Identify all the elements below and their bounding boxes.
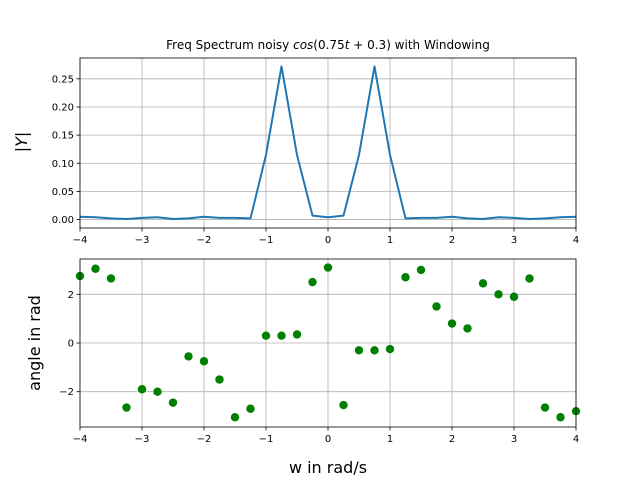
phase-y-axis-label: angle in rad	[25, 295, 44, 391]
magnitude-line	[79, 65, 577, 220]
phase-point	[308, 277, 317, 287]
phase-point	[385, 344, 395, 354]
phase-point	[230, 413, 240, 422]
phase-series	[75, 263, 581, 422]
phase-point	[478, 279, 488, 288]
magnitude-y-axis-label: |Y|	[12, 132, 31, 153]
phase-point	[184, 352, 193, 361]
phase-point	[432, 302, 441, 311]
phase-point	[246, 404, 255, 413]
phase-point	[199, 357, 209, 366]
x-tick-label: −3	[135, 434, 150, 445]
phase-y-axis: −2 0 2	[59, 290, 80, 398]
chart-title: Freq Spectrum noisy cos(0.75t + 0.3) wit…	[166, 38, 490, 52]
y-tick-label: 0.00	[52, 215, 74, 226]
phase-point	[168, 398, 178, 407]
phase-point	[540, 403, 550, 412]
phase-point	[323, 263, 333, 272]
x-tick-label: −1	[259, 235, 274, 246]
x-tick-label: 2	[449, 434, 455, 445]
phase-point	[261, 331, 271, 340]
x-tick-label: −4	[73, 235, 88, 246]
y-tick-label: 0.15	[52, 131, 74, 142]
phase-chart: −4 −3 −2 −1 0 1 2 3 4 −2 0 2	[59, 258, 581, 445]
x-tick-label: −1	[259, 434, 274, 445]
y-tick-label: −2	[59, 387, 74, 398]
magnitude-spectrum-chart: −4 −3 −2 −1 0 1 2 3 4 0.00 0.05 0.10 0.15 0.20 0.25	[52, 57, 579, 246]
phase-point	[416, 265, 426, 275]
phase-point	[153, 387, 162, 396]
phase-point	[354, 346, 364, 355]
x-tick-label: 4	[573, 235, 579, 246]
phase-point	[215, 375, 224, 384]
phase-point	[292, 330, 302, 339]
y-tick-label: 0	[68, 339, 74, 350]
phase-point	[447, 319, 457, 328]
phase-point	[122, 403, 131, 412]
magnitude-series	[79, 65, 577, 220]
phase-point	[401, 273, 410, 282]
phase-point	[463, 324, 472, 333]
x-tick-label: 1	[387, 235, 393, 246]
x-tick-label: 0	[325, 235, 331, 246]
x-tick-label: 1	[387, 434, 393, 445]
phase-point	[556, 413, 565, 422]
phase-point	[106, 274, 116, 283]
phase-point	[339, 400, 348, 410]
phase-point	[525, 274, 534, 283]
x-axis-label: w in rad/s	[289, 458, 367, 477]
y-tick-label: 2	[68, 290, 74, 301]
y-tick-label: 0.25	[52, 74, 74, 85]
magnitude-x-axis: −4 −3 −2 −1 0 1 2 3 4	[73, 228, 579, 246]
x-tick-label: −4	[73, 434, 88, 445]
x-tick-label: 4	[573, 434, 579, 445]
y-tick-label: 0.20	[52, 102, 74, 113]
phase-point	[137, 385, 147, 394]
phase-point	[509, 292, 519, 301]
phase-point	[277, 331, 286, 340]
x-tick-label: 3	[511, 235, 517, 246]
x-tick-label: 0	[325, 434, 331, 445]
x-tick-label: −2	[197, 434, 212, 445]
phase-point	[91, 264, 100, 273]
x-tick-label: −2	[197, 235, 212, 246]
y-tick-label: 0.05	[52, 187, 74, 198]
phase-x-axis: −4 −3 −2 −1 0 1 2 3 4	[73, 427, 579, 445]
x-tick-label: −3	[135, 235, 150, 246]
y-tick-label: 0.10	[52, 159, 74, 170]
magnitude-y-axis: 0.00 0.05 0.10 0.15 0.20 0.25	[52, 74, 80, 226]
x-tick-label: 3	[511, 434, 517, 445]
phase-point	[494, 290, 503, 299]
phase-point	[370, 346, 379, 355]
x-tick-label: 2	[449, 235, 455, 246]
